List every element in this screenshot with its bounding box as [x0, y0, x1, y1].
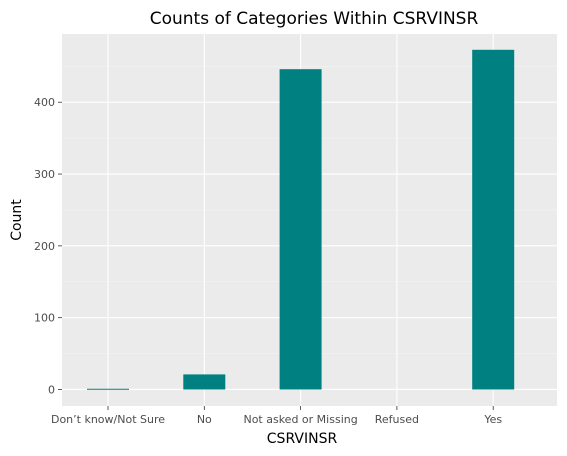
- bar: [87, 388, 129, 390]
- y-tick-label: 300: [34, 168, 55, 181]
- y-tick-label: 100: [34, 312, 55, 325]
- y-tick-label: 200: [34, 240, 55, 253]
- x-tick-label: Not asked or Missing: [243, 413, 357, 426]
- chart-title: Counts of Categories Within CSRVINSR: [150, 9, 479, 29]
- y-tick-label: 0: [48, 383, 55, 396]
- bar: [472, 49, 515, 390]
- y-tick-label: 400: [34, 96, 55, 109]
- bar: [183, 374, 226, 390]
- bars: [87, 49, 515, 390]
- y-axis: 0 100 200 300 400: [34, 96, 62, 396]
- bar: [279, 69, 322, 390]
- x-tick-label: Don’t know/Not Sure: [51, 413, 165, 426]
- x-tick-label: Refused: [375, 413, 419, 426]
- x-tick-label: No: [197, 413, 212, 426]
- y-axis-title: Count: [9, 199, 25, 241]
- x-axis-title: CSRVINSR: [267, 431, 338, 447]
- x-tick-label: Yes: [483, 413, 502, 426]
- x-axis: Don’t know/Not Sure No Not asked or Missin…: [51, 406, 502, 426]
